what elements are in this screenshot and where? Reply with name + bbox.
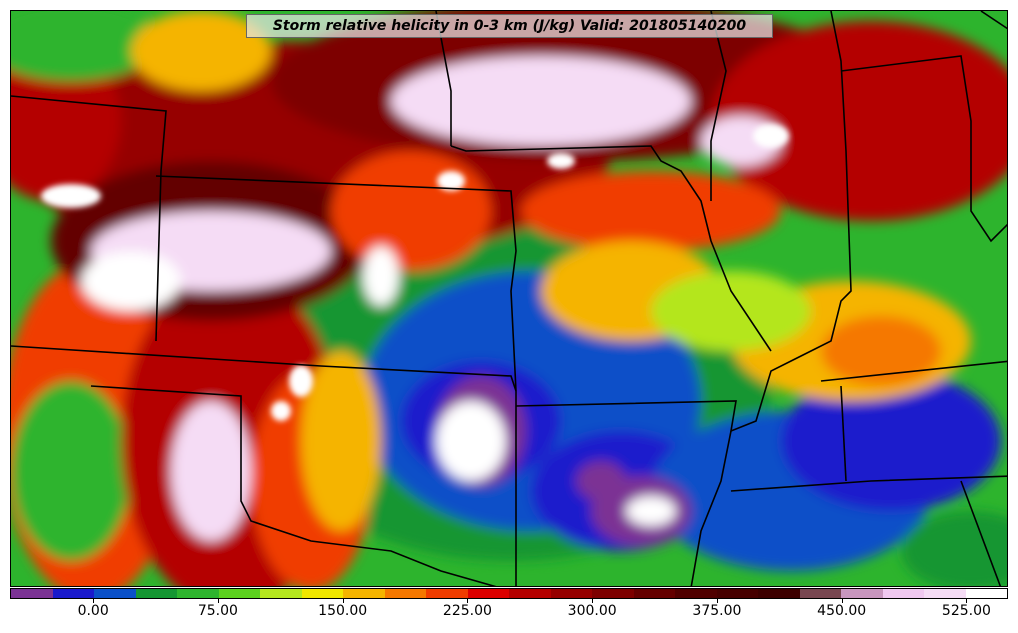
- colorbar-tick-mark: [342, 599, 344, 603]
- colorbar-segment: [633, 589, 675, 598]
- colorbar-tick-label: 525.00: [941, 603, 991, 619]
- colorbar-tick-label: 225.00: [442, 603, 492, 619]
- colorbar-segment: [509, 589, 551, 598]
- colorbar-tick-label: 450.00: [817, 603, 867, 619]
- colorbar-segment: [758, 589, 800, 598]
- colorbar-segment: [177, 589, 219, 598]
- colorbar-tick-mark: [592, 599, 594, 603]
- colorbar-segment: [467, 589, 509, 598]
- colorbar-tick-label: 300.00: [567, 603, 617, 619]
- colorbar-segment: [675, 589, 717, 598]
- colorbar-tick-label: 0.00: [77, 603, 109, 619]
- colorbar-tick-mark: [93, 599, 95, 603]
- state-borders: [11, 11, 1007, 586]
- colorbar-segment: [550, 589, 592, 598]
- colorbar-segment: [301, 589, 343, 598]
- helicity-map: [11, 11, 1007, 586]
- storm-cells: [41, 124, 789, 421]
- colorbar-segment: [94, 589, 136, 598]
- colorbar-tick-mark: [841, 599, 843, 603]
- map-title: Storm relative helicity in 0-3 km (J/kg)…: [246, 14, 773, 38]
- colorbar-segment: [882, 589, 924, 598]
- colorbar-segment: [11, 589, 53, 598]
- colorbar-segment: [799, 589, 841, 598]
- colorbar-tick-mark: [467, 599, 469, 603]
- colorbar-segment: [260, 589, 302, 598]
- map-panel: [10, 10, 1008, 587]
- colorbar-tick-mark: [716, 599, 718, 603]
- colorbar-segment: [716, 589, 758, 598]
- colorbar-tick-label: 375.00: [692, 603, 742, 619]
- colorbar-segment: [924, 589, 966, 598]
- colorbar-segment: [592, 589, 634, 598]
- colorbar: [10, 588, 1008, 599]
- colorbar-segment: [343, 589, 385, 598]
- colorbar-segment: [965, 589, 1007, 598]
- colorbar-segment: [218, 589, 260, 598]
- colorbar-tick-mark: [217, 599, 219, 603]
- colorbar-tick-label: 150.00: [318, 603, 368, 619]
- colorbar-segment: [384, 589, 426, 598]
- colorbar-segment: [52, 589, 94, 598]
- colorbar-tick-label: 75.00: [197, 603, 238, 619]
- colorbar-tick-mark: [966, 599, 968, 603]
- colorbar-segment: [426, 589, 468, 598]
- colorbar-ticks: 0.00 75.00 150.00 225.00 300.00 375.00 450.00 5…: [10, 599, 1008, 629]
- helicity-field: [11, 11, 1007, 586]
- colorbar-segment: [841, 589, 883, 598]
- colorbar-segment: [135, 589, 177, 598]
